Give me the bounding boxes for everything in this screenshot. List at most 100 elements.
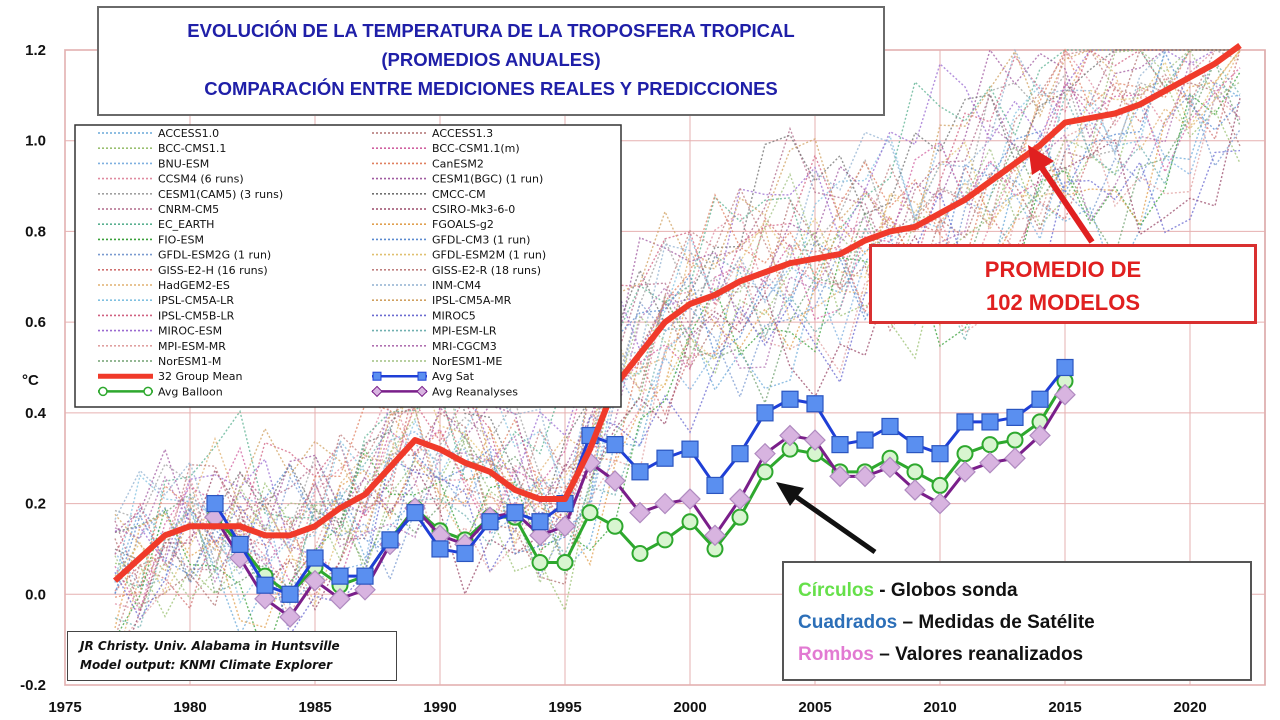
reanalysis-point <box>804 429 826 451</box>
legend: ACCESS1.0 BCC-CMS1.1 BNU-ESM CCSM4 (6 runs)… <box>74 124 622 408</box>
title-line-1: EVOLUCIÓN DE LA TEMPERATURA DE LA TROPOS… <box>187 20 795 41</box>
reanalysis-point <box>279 606 301 628</box>
legend-label: NorESM1-M <box>158 355 221 368</box>
reanalysis-point <box>904 479 926 501</box>
legend-marker-balloon <box>143 386 153 397</box>
legend-label: GFDL-CM3 (1 run) <box>432 233 530 246</box>
legend-label: FIO-ESM <box>158 233 204 246</box>
x-tick-label: 2020 <box>1173 699 1206 716</box>
balloon-point <box>756 463 774 481</box>
balloon-point <box>606 517 624 535</box>
credit-line-1: JR Christy. Univ. Alabama in Huntsville <box>80 639 340 653</box>
reanalysis-point <box>879 456 901 479</box>
legend-label: MRI-CGCM3 <box>432 340 497 353</box>
mean-annotation-line-2: 102 MODELOS <box>985 290 1141 315</box>
model-run-line <box>114 48 1240 598</box>
key-circles: Círculos - Globos sonda <box>798 575 1236 607</box>
series-layer <box>112 43 1242 628</box>
model-run-line <box>114 48 1241 611</box>
sat-point <box>906 436 924 454</box>
model-run-line <box>114 67 1241 613</box>
obs-arrow-head <box>776 482 804 506</box>
legend-marker-reanalysis <box>416 385 428 398</box>
legend-box <box>74 124 622 408</box>
y-tick-label: 1.2 <box>25 42 46 59</box>
legend-label: GISS-E2-R (18 runs) <box>432 264 541 277</box>
legend-label: HadGEM2-ES <box>158 279 230 292</box>
model-run-line <box>114 49 1241 610</box>
symbol-key-box: Círculos - Globos sonda Cuadrados – Medi… <box>782 561 1252 681</box>
reanalysis-point <box>554 515 576 538</box>
sat-point <box>706 476 724 495</box>
legend-label: MPI-ESM-LR <box>432 325 497 338</box>
title-box: EVOLUCIÓN DE LA TEMPERATURA DE LA TROPOS… <box>97 6 885 116</box>
key-squares-text: – Medidas de Satélite <box>897 612 1095 633</box>
reanalysis-point <box>629 501 651 524</box>
balloon-point <box>531 554 549 572</box>
model-run-line <box>114 48 1241 608</box>
model-run-line <box>114 48 1240 576</box>
legend-label: ACCESS1.0 <box>158 127 219 140</box>
sat-point <box>981 413 999 431</box>
mean-annotation-box: PROMEDIO DE 102 MODELOS <box>869 244 1257 324</box>
sat-point <box>456 544 474 563</box>
model-run-line <box>114 49 1240 573</box>
x-tick-label: 2010 <box>923 699 956 716</box>
x-tick-label: 2015 <box>1048 699 1081 716</box>
x-tick-label: 1990 <box>423 699 456 716</box>
key-squares-word: Cuadrados <box>798 612 898 633</box>
balloon-point <box>731 508 749 526</box>
model-run-line <box>114 149 1241 637</box>
sat-point <box>356 567 374 585</box>
mean-arrow-shaft <box>1037 163 1095 244</box>
sat-point <box>531 513 549 531</box>
legend-marker-sat <box>417 371 427 381</box>
sat-point <box>931 445 949 463</box>
reanalysis-point <box>254 587 276 610</box>
balloon-point <box>681 513 699 531</box>
x-tick-label: 1995 <box>548 699 581 716</box>
legend-label: ACCESS1.3 <box>432 127 493 140</box>
reanalysis-point <box>1054 383 1076 406</box>
legend-label: MIROC-ESM <box>158 325 222 338</box>
sat-point <box>381 531 399 549</box>
y-tick-label: 0.6 <box>25 314 46 331</box>
balloon-point <box>556 554 574 572</box>
balloon-point <box>1006 431 1024 449</box>
legend-label: CSIRO-Mk3-6-0 <box>432 203 515 216</box>
legend-label: BCC-CMS1.1 <box>158 142 226 155</box>
reanalysis-point <box>604 470 626 492</box>
y-tick-label: 0.8 <box>25 223 46 240</box>
legend-label: CESM1(CAM5) (3 runs) <box>158 188 283 201</box>
key-diamonds-text: – Valores reanalizados <box>874 644 1084 665</box>
legend-label: CCSM4 (6 runs) <box>158 173 244 186</box>
mean-line <box>112 43 1242 583</box>
pointer-arrows <box>776 145 1095 555</box>
sat-point <box>281 585 299 603</box>
legend-label: CESM1(BGC) (1 run) <box>432 173 543 186</box>
y-tick-label: 0.4 <box>25 405 47 422</box>
obs-arrow-shaft <box>793 493 877 555</box>
balloon-point <box>981 436 999 454</box>
credit-line-2: Model output: KNMI Climate Explorer <box>80 658 333 672</box>
balloon-point <box>631 544 649 562</box>
y-tick-label: -0.2 <box>20 677 46 694</box>
credit-box: JR Christy. Univ. Alabama in Huntsville … <box>67 631 397 681</box>
sat-point <box>856 431 874 449</box>
sat-point <box>506 504 524 522</box>
legend-label: 32 Group Mean <box>158 370 242 383</box>
sat-point <box>731 445 749 463</box>
sat-point <box>881 417 899 436</box>
legend-label: MIROC5 <box>432 309 476 322</box>
sat-point <box>256 576 274 594</box>
reanalysis-point <box>354 578 376 601</box>
x-tick-label: 2000 <box>673 699 706 716</box>
legend-label: IPSL-CM5A-MR <box>432 294 512 307</box>
sat-point <box>331 567 349 585</box>
legend-items: ACCESS1.0 BCC-CMS1.1 BNU-ESM CCSM4 (6 runs)… <box>98 127 546 398</box>
legend-label: GFDL-ESM2M (1 run) <box>432 249 546 262</box>
sat-point <box>806 395 824 413</box>
model-run-line <box>114 97 1241 679</box>
reanalysis-point <box>779 424 801 447</box>
model-run-line <box>114 50 1241 594</box>
